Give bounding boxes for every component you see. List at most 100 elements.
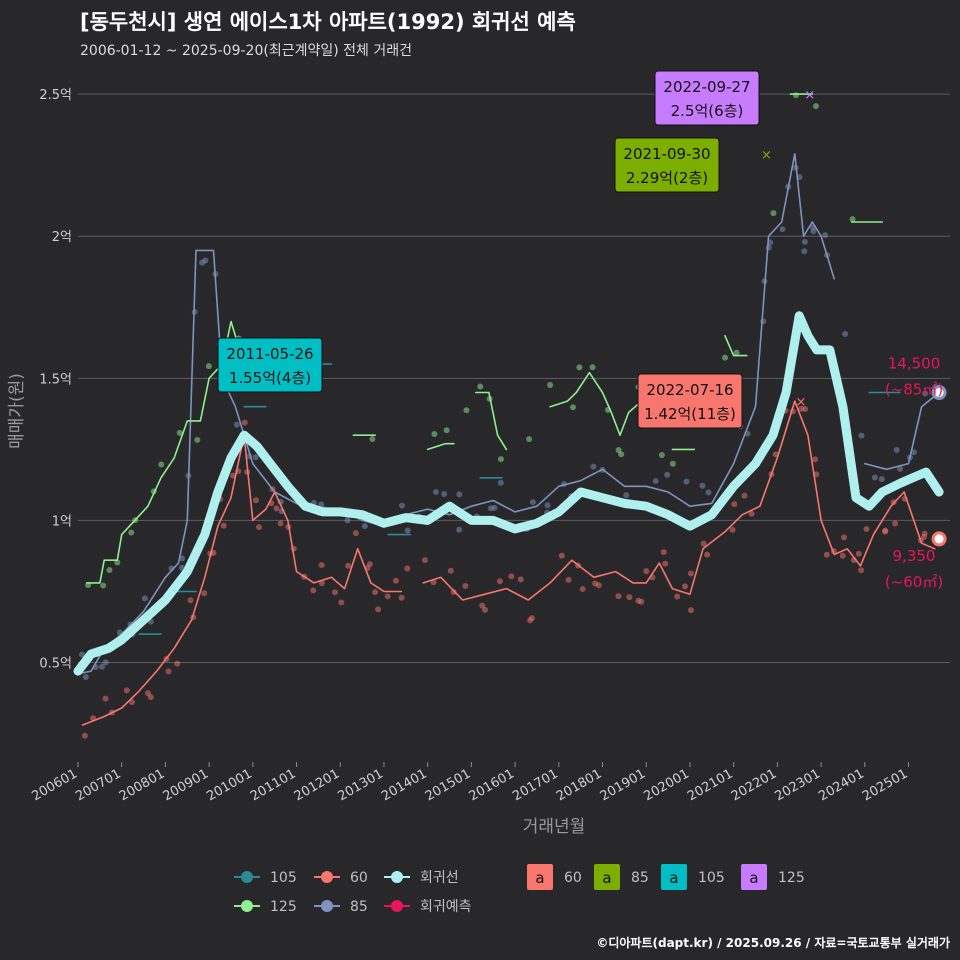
scatter-point <box>252 454 259 461</box>
scatter-point <box>704 551 711 558</box>
annotation-105: 2011-05-26 1.55억(4층) <box>217 337 323 393</box>
scatter-point <box>102 659 109 666</box>
x-axis-title: 거래년월 <box>523 817 586 837</box>
scatter-point <box>863 525 870 532</box>
scatter-point <box>793 92 800 99</box>
scatter-point <box>479 602 486 609</box>
scatter-point <box>123 687 130 694</box>
scatter-point <box>496 578 503 585</box>
series-line-125 <box>85 93 884 584</box>
annotation-point-marker: × <box>795 395 806 410</box>
scatter-point <box>100 582 107 589</box>
legend-label: 60 <box>350 870 368 886</box>
scatter-point <box>310 587 317 594</box>
scatter-point <box>344 517 351 524</box>
scatter-point <box>233 421 240 428</box>
scatter-point <box>643 568 650 575</box>
scatter-point <box>882 527 889 534</box>
prediction-area-label: (~60㎡) <box>885 573 943 591</box>
scatter-point <box>858 432 865 439</box>
scatter-point <box>256 524 263 531</box>
scatter-point <box>178 564 185 571</box>
scatter-point <box>801 238 808 245</box>
scatter-point <box>318 562 325 569</box>
scatter-point <box>576 364 583 371</box>
scatter-point <box>273 505 280 512</box>
scatter-point <box>98 663 105 670</box>
scatter-point <box>812 103 819 110</box>
scatter-point <box>658 452 665 459</box>
legend-label: 회귀예측 <box>420 899 472 915</box>
scatter-point <box>399 502 406 509</box>
scatter-point <box>722 354 729 361</box>
scatter-point <box>748 510 755 517</box>
annotation-point-marker: × <box>309 358 320 373</box>
scatter-point <box>674 593 681 600</box>
scatter-point <box>626 594 633 601</box>
prediction-marker-60 <box>931 531 947 547</box>
scatter-point <box>456 491 463 498</box>
scatter-point <box>318 501 325 508</box>
annotation-value: 2.29억(2층) <box>626 169 708 187</box>
scatter-point <box>205 363 212 370</box>
x-tick-label: 201301 <box>335 766 385 804</box>
annotation-box <box>637 373 743 429</box>
legend-box-glyph: a <box>535 869 544 887</box>
annotation-60: 2022-07-16 1.42억(11층) <box>637 373 743 429</box>
scatter-point <box>687 570 694 577</box>
scatter-points <box>79 92 939 739</box>
x-tick-label: 202301 <box>773 766 823 804</box>
chart-title: [동두천시] 생연 에이스1차 아파트(1992) 회귀선 예측 <box>80 10 576 34</box>
scatter-point <box>569 404 576 411</box>
annotation-box <box>614 137 720 193</box>
scatter-point <box>497 479 504 486</box>
legend-box-swatch <box>594 864 620 890</box>
scatter-point <box>855 550 862 557</box>
scatter-point <box>681 583 688 590</box>
scatter-point <box>421 557 428 564</box>
scatter-point <box>361 523 368 530</box>
scatter-point <box>801 248 808 255</box>
legend-label: 85 <box>350 899 368 915</box>
scatter-point <box>839 552 846 559</box>
scatter-point <box>910 449 917 456</box>
legend-box-glyph: a <box>669 869 678 887</box>
scatter-point <box>822 232 829 239</box>
scatter-point <box>431 430 438 437</box>
scatter-point <box>241 419 248 426</box>
x-tick-label: 201701 <box>510 766 560 804</box>
scatter-point <box>662 560 669 567</box>
legend-dot-swatch <box>241 871 253 883</box>
scatter-point <box>812 456 819 463</box>
scatter-point <box>590 463 597 470</box>
legend-label: 125 <box>270 899 297 915</box>
x-tick-label: 201601 <box>467 766 517 804</box>
scatter-point <box>404 527 411 534</box>
annotation-point-marker: × <box>804 88 815 103</box>
scatter-point <box>858 567 865 574</box>
scatter-point <box>456 526 463 533</box>
x-tick-label: 202001 <box>641 766 691 804</box>
scatter-point <box>635 597 642 604</box>
legend-label: 105 <box>698 870 725 886</box>
annotation-point-marker: × <box>761 148 772 163</box>
scatter-point <box>128 529 135 536</box>
scatter-point <box>547 381 554 388</box>
x-tick-label: 201401 <box>379 766 429 804</box>
scatter-point <box>277 520 284 527</box>
scatter-point <box>220 522 227 529</box>
scatter-point <box>731 501 738 508</box>
x-tick-label: 202501 <box>860 766 910 804</box>
scatter-point <box>201 590 208 597</box>
scatter-point <box>141 595 148 602</box>
scatter-point <box>447 567 454 574</box>
scatter-point <box>779 226 786 233</box>
scatter-point <box>82 673 89 680</box>
legend-label: 60 <box>564 870 582 886</box>
scatter-point <box>558 552 565 559</box>
legend-label: 105 <box>270 870 297 886</box>
y-tick-label: 2.5억 <box>39 88 72 103</box>
y-tick-label: 1억 <box>52 514 72 529</box>
scatter-point <box>729 526 736 533</box>
